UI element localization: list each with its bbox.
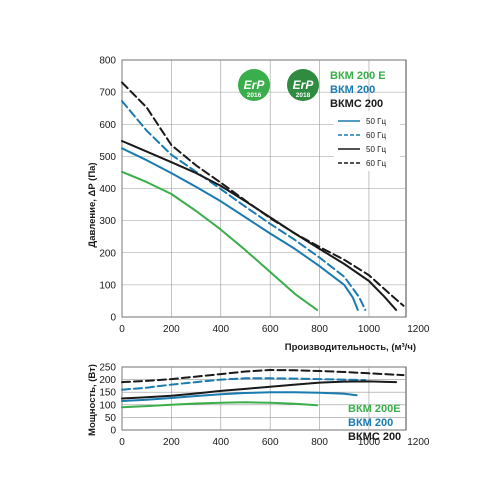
pressure-x-tick-label: 400 (212, 324, 229, 335)
pressure-x-tick-label: 600 (262, 324, 279, 335)
model-label-vkm200e: ВКМ 200 E (330, 70, 386, 82)
erp-2018-badge-year: 2018 (296, 92, 311, 99)
power-series-line (121, 377, 367, 391)
power-x-ticks: 0 200 400 600 800 1000 1200 (119, 437, 430, 448)
power-x-tick-label: 400 (212, 437, 229, 448)
pressure-y-tick-label: 200 (99, 248, 116, 259)
power-y-tick-label: 150 (99, 388, 116, 399)
power-model-label-vkm200: ВКМ 200 (348, 417, 393, 429)
power-series-line (121, 391, 358, 402)
pressure-y-tick-label: 300 (99, 216, 116, 227)
erp-2016-badge-year: 2016 (247, 92, 262, 99)
pressure-y-ticks: 0 100 200 300 400 500 600 700 800 (99, 56, 116, 324)
legend: 50 Гц 60 Гц 50 Гц 60 Гц (334, 111, 400, 171)
power-y-tick-label: 250 (99, 363, 116, 374)
power-model-label-vkm200e: ВКМ 200E (348, 403, 401, 415)
pressure-x-tick-label: 800 (311, 324, 328, 335)
power-x-tick-label: 1000 (358, 437, 381, 448)
power-model-label-vkmc200: ВКМС 200 (348, 431, 401, 443)
pressure-series-line (121, 100, 367, 311)
power-y-tick-label: 100 (99, 400, 116, 411)
erp-2016-badge: ErP 2016 (238, 69, 270, 101)
erp-2018-badge-circle (287, 69, 319, 101)
erp-2018-badge-text: ErP (293, 78, 315, 92)
power-series (121, 369, 405, 409)
pressure-series (121, 81, 405, 311)
legend-label: 50 Гц (366, 117, 386, 126)
power-x-tick-label: 0 (119, 437, 125, 448)
pressure-x-tick-label: 0 (119, 324, 125, 335)
power-series-line (121, 380, 398, 400)
legend-label: 60 Гц (366, 131, 386, 140)
pressure-series-line (121, 147, 359, 311)
pressure-y-tick-label: 600 (99, 120, 116, 131)
erp-2016-badge-text: ErP (244, 78, 266, 92)
pressure-y-tick-label: 100 (99, 280, 116, 291)
pressure-series-line (121, 140, 398, 311)
pressure-x-tick-label: 1000 (358, 324, 381, 335)
pressure-y-tick-label: 500 (99, 152, 116, 163)
pressure-series-line (121, 81, 405, 307)
legend-label: 50 Гц (366, 145, 386, 154)
model-label-vkm200: ВКМ 200 (330, 84, 375, 96)
erp-2016-badge-circle (238, 69, 270, 101)
pressure-y-tick-label: 400 (99, 184, 116, 195)
power-y-axis-label: Мощность, (Вт) (87, 364, 98, 436)
power-x-tick-label: 1200 (407, 437, 430, 448)
power-x-tick-label: 800 (311, 437, 328, 448)
pressure-x-ticks: 0 200 400 600 800 1000 1200 (119, 324, 430, 335)
legend-label: 60 Гц (366, 159, 386, 168)
pressure-series-line (121, 170, 319, 311)
pressure-x-tick-label: 1200 (407, 324, 430, 335)
power-y-tick-label: 50 (105, 413, 117, 424)
power-series-line (121, 401, 319, 409)
erp-2018-badge: ErP 2018 (287, 69, 319, 101)
pressure-y-axis-label: Давление, ΔP (Па) (87, 162, 98, 247)
power-x-tick-label: 200 (163, 437, 180, 448)
power-y-tick-label: 200 (99, 375, 116, 386)
pressure-x-tick-label: 200 (163, 324, 180, 335)
power-x-tick-label: 600 (262, 437, 279, 448)
pressure-y-tick-label: 800 (99, 56, 116, 67)
power-series-line (121, 369, 405, 384)
power-chart-grid (121, 366, 407, 431)
pressure-x-axis-label: Производительность, (м³/ч) (285, 342, 416, 353)
model-label-vkmc200: ВКМС 200 (330, 98, 383, 110)
power-y-tick-label: 0 (110, 426, 116, 437)
pressure-y-tick-label: 0 (110, 313, 116, 324)
pressure-y-tick-label: 700 (99, 88, 116, 99)
